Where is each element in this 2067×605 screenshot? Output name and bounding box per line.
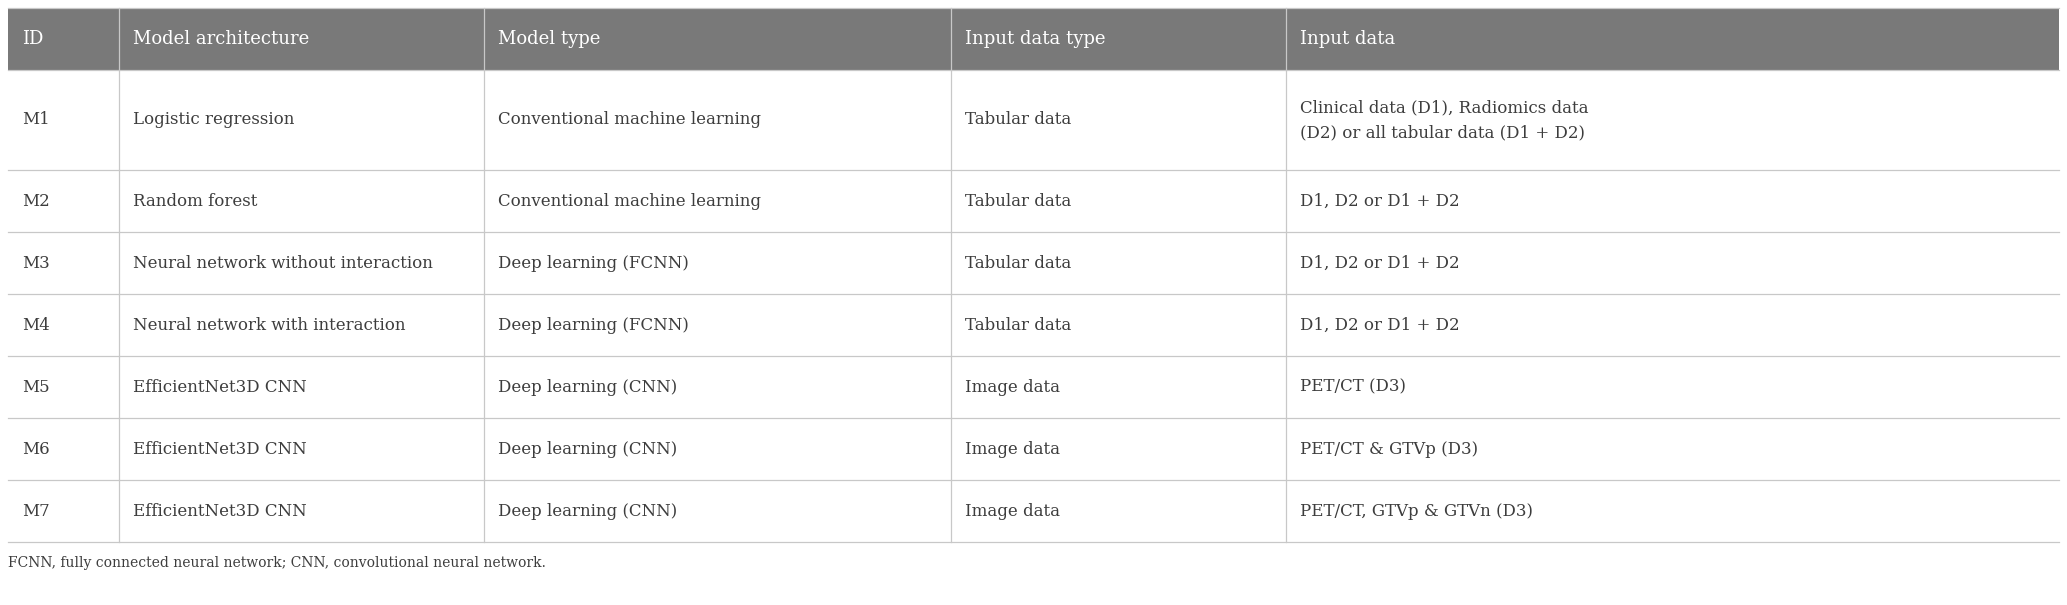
Bar <box>8 8 2059 70</box>
Text: D1, D2 or D1 + D2: D1, D2 or D1 + D2 <box>1300 255 1459 272</box>
Text: FCNN, fully connected neural network; CNN, convolutional neural network.: FCNN, fully connected neural network; CN… <box>8 556 546 570</box>
Text: M6: M6 <box>23 440 50 457</box>
Text: Deep learning (CNN): Deep learning (CNN) <box>498 379 678 396</box>
Text: Neural network with interaction: Neural network with interaction <box>132 316 405 333</box>
Text: M4: M4 <box>23 316 50 333</box>
Text: Image data: Image data <box>965 440 1060 457</box>
Text: Image data: Image data <box>965 503 1060 520</box>
Text: M3: M3 <box>23 255 50 272</box>
Text: M5: M5 <box>23 379 50 396</box>
Text: Deep learning (FCNN): Deep learning (FCNN) <box>498 255 688 272</box>
Text: Tabular data: Tabular data <box>965 316 1071 333</box>
Text: Conventional machine learning: Conventional machine learning <box>498 111 761 128</box>
Text: Neural network without interaction: Neural network without interaction <box>132 255 432 272</box>
Text: PET/CT, GTVp & GTVn (D3): PET/CT, GTVp & GTVn (D3) <box>1300 503 1534 520</box>
Text: Tabular data: Tabular data <box>965 255 1071 272</box>
Text: PET/CT (D3): PET/CT (D3) <box>1300 379 1406 396</box>
Text: Tabular data: Tabular data <box>965 111 1071 128</box>
Text: EfficientNet3D CNN: EfficientNet3D CNN <box>132 379 306 396</box>
Bar <box>8 170 2059 232</box>
Bar <box>8 480 2059 542</box>
Text: Input data: Input data <box>1300 30 1395 48</box>
Bar <box>8 294 2059 356</box>
Text: M2: M2 <box>23 192 50 209</box>
Text: Deep learning (FCNN): Deep learning (FCNN) <box>498 316 688 333</box>
Text: Tabular data: Tabular data <box>965 192 1071 209</box>
Text: EfficientNet3D CNN: EfficientNet3D CNN <box>132 503 306 520</box>
Bar <box>8 232 2059 294</box>
Text: Model type: Model type <box>498 30 599 48</box>
Text: D1, D2 or D1 + D2: D1, D2 or D1 + D2 <box>1300 192 1459 209</box>
Bar <box>8 418 2059 480</box>
Text: Logistic regression: Logistic regression <box>132 111 294 128</box>
Bar <box>8 70 2059 170</box>
Text: D1, D2 or D1 + D2: D1, D2 or D1 + D2 <box>1300 316 1459 333</box>
Text: M7: M7 <box>23 503 50 520</box>
Text: Conventional machine learning: Conventional machine learning <box>498 192 761 209</box>
Text: Image data: Image data <box>965 379 1060 396</box>
Text: Deep learning (CNN): Deep learning (CNN) <box>498 503 678 520</box>
Text: Deep learning (CNN): Deep learning (CNN) <box>498 440 678 457</box>
Text: EfficientNet3D CNN: EfficientNet3D CNN <box>132 440 306 457</box>
Bar <box>8 356 2059 418</box>
Text: Random forest: Random forest <box>132 192 256 209</box>
Text: Input data type: Input data type <box>965 30 1106 48</box>
Text: Clinical data (D1), Radiomics data
(D2) or all tabular data (D1 + D2): Clinical data (D1), Radiomics data (D2) … <box>1300 99 1587 141</box>
Text: Model architecture: Model architecture <box>132 30 308 48</box>
Text: PET/CT & GTVp (D3): PET/CT & GTVp (D3) <box>1300 440 1478 457</box>
Text: ID: ID <box>23 30 43 48</box>
Text: M1: M1 <box>23 111 50 128</box>
